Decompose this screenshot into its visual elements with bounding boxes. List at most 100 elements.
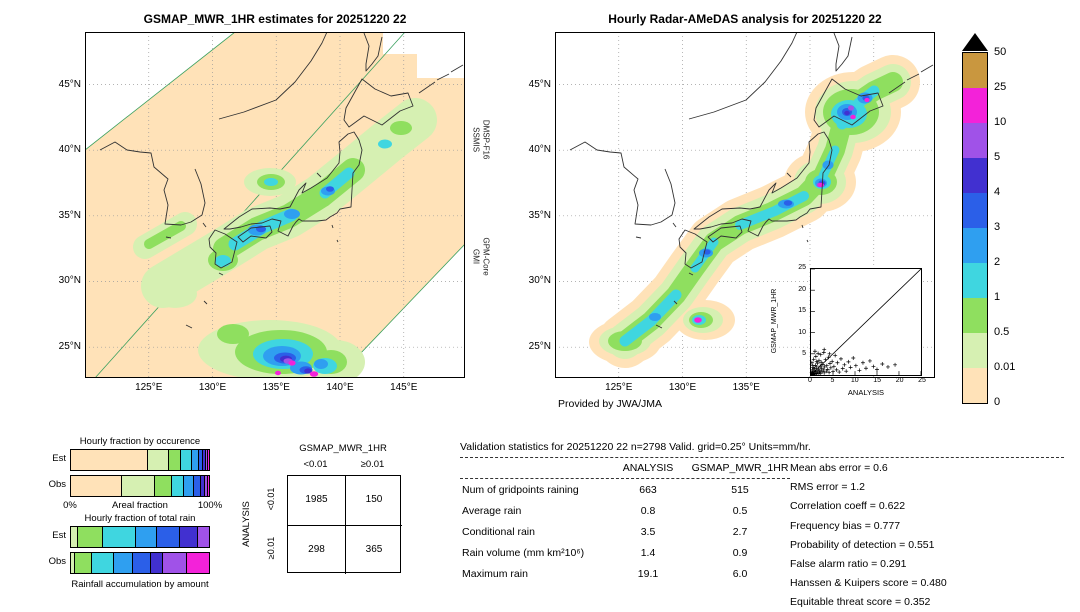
bar-segment-1-2: [181, 450, 193, 470]
contingency-cell: 1985: [305, 494, 328, 505]
lon-tick-label: 135°E: [732, 382, 760, 393]
lat-tick-label: 25°N: [528, 341, 551, 353]
contingency-row-ge: ≥0.01: [266, 536, 276, 560]
stats-gsmap-value: 0.9: [732, 547, 748, 559]
swath-label-line: GPM-Core: [481, 237, 491, 276]
swath-label-gmi: GPM-Core GMI: [471, 217, 491, 297]
bar-segment-5-10: [206, 450, 209, 470]
lon-tick-label: 130°E: [668, 382, 697, 393]
lon-tick-label: 145°E: [390, 382, 418, 393]
stats-metric: False alarm ratio = 0.291: [790, 558, 907, 570]
occurrence-obs-label: Obs: [48, 479, 66, 490]
credit-text: Provided by JWA/JMA: [558, 398, 663, 410]
bar-segment-10-25: [207, 476, 209, 496]
bar-segment-5-10: [197, 527, 209, 547]
colorbar-segment: [963, 193, 987, 228]
stacked-bar-obs: [70, 475, 210, 497]
bar-segment-0.01-0.5: [148, 450, 169, 470]
bar-segment-4-5: [151, 553, 164, 573]
scatter-y-tick-label: 10: [798, 328, 806, 336]
lat-tick-label: 35°N: [58, 209, 81, 221]
bar-segment-5-10: [163, 553, 187, 573]
bar-segment-1-2: [91, 553, 114, 573]
axis-hundred-label: 100%: [197, 500, 223, 511]
colorbar-tick-label: 1: [994, 291, 1001, 303]
stats-metric: Frequency bias = 0.777: [790, 519, 901, 532]
stats-analysis-value: 0.8: [640, 505, 656, 517]
gsmap-precip-map: [85, 32, 465, 378]
stats-metric: Hanssen & Kuipers score = 0.480: [790, 577, 947, 590]
scatter-y-tick-label: 5: [802, 350, 806, 358]
bar-segment-4-5: [179, 527, 198, 547]
scatter-ylabel: GSMAP_MWR_1HR: [771, 288, 778, 354]
stats-col-analysis: ANALYSIS: [622, 462, 674, 474]
stats-header: Validation statistics for 20251220 22 n=…: [460, 441, 811, 453]
bar-segment-0.5-1: [77, 527, 103, 547]
scatter-x-tick-label: 20: [895, 377, 904, 384]
radar-precip-layer: [589, 55, 920, 368]
bar-segment-2-3: [135, 527, 157, 547]
colorbar-segment: [963, 368, 987, 403]
colorbar-segment: [963, 123, 987, 158]
bar-segment-2-3: [113, 553, 134, 573]
gsmap-map-title: GSMAP_MWR_1HR estimates for 20251220 22: [143, 12, 407, 26]
contingency-col-ge: ≥0.01: [360, 459, 385, 470]
stats-metric: Mean abs error = 0.6: [790, 462, 888, 474]
bar-segment-1-2: [171, 476, 185, 496]
stats-gsmap-value: 2.7: [732, 526, 748, 538]
occurrence-est-label: Est: [52, 453, 66, 464]
lat-tick-label: 45°N: [58, 78, 81, 90]
scatter-xlabel: ANALYSIS: [847, 388, 885, 397]
stacked-bar-est: [70, 449, 210, 471]
colorbar-tick-label: 0.01: [994, 361, 1016, 373]
colorbar-segment: [963, 228, 987, 263]
scatter-y-tick-label: 20: [798, 285, 806, 293]
bar-segment-0.01-0.5: [71, 527, 78, 547]
contingency-col-lt: <0.01: [303, 459, 328, 470]
colorbar-tick-label: 3: [994, 221, 1001, 233]
contingency-grid: 1985 150 298 365: [287, 475, 402, 574]
lat-tick-label: 30°N: [528, 275, 551, 287]
stats-metric: RMS error = 1.2: [790, 481, 865, 494]
bar-segment-10-25: [186, 553, 209, 573]
contingency-side-label: ANALYSIS: [241, 501, 252, 547]
bar-segment-0-0.01: [71, 476, 123, 496]
bar-segment-0.5-1: [155, 476, 172, 496]
stats-gsmap-value: 515: [731, 484, 749, 496]
lon-tick-label: 125°E: [135, 382, 163, 393]
contingency-cell: 150: [345, 476, 402, 525]
lon-tick-label: 125°E: [605, 382, 633, 393]
bar-segment-3-4: [193, 476, 201, 496]
coastline-layer: [569, 32, 934, 329]
bar-segment-0.5-1: [75, 553, 92, 573]
stats-metric: Probability of detection = 0.551: [790, 538, 935, 551]
lon-tick-label: 135°E: [262, 382, 290, 393]
colorbar-tick-label: 50: [994, 46, 1007, 58]
stats-analysis-value: 3.5: [640, 526, 656, 538]
axis-zero-label: 0%: [63, 500, 77, 511]
scatter-y-tick-label: 25: [798, 264, 806, 271]
lat-tick-label: 30°N: [58, 275, 81, 287]
colorbar-segment: [963, 333, 987, 368]
scatter-x-tick-label: 15: [873, 377, 882, 384]
lat-tick-label: 40°N: [528, 144, 551, 156]
bar-segment-1-2: [102, 527, 136, 547]
scatter-y-tick-label: 15: [798, 307, 806, 315]
colorbar-tick-label: 4: [994, 186, 1001, 198]
bar-segment-0.01-0.5: [122, 476, 156, 496]
colorbar-segment: [963, 53, 987, 88]
stats-row-label: Conditional rain: [462, 526, 535, 538]
bar-segment-0.01-0.5: [71, 553, 76, 573]
colorbar-overflow-triangle: [962, 33, 988, 51]
bar-segment-2-3: [192, 450, 200, 470]
divider: [460, 478, 790, 479]
stats-metric: Correlation coeff = 0.622: [790, 500, 906, 513]
stacked-bar-obs: [70, 552, 210, 574]
swath-label-line: DMSP-F16: [481, 119, 491, 160]
lat-tick-label: 35°N: [528, 209, 551, 221]
lon-tick-label: 140°E: [326, 382, 354, 393]
lat-tick-label: 45°N: [528, 78, 551, 90]
bar-segment-4-5: [203, 450, 207, 470]
stacked-bar-est: [70, 526, 210, 548]
